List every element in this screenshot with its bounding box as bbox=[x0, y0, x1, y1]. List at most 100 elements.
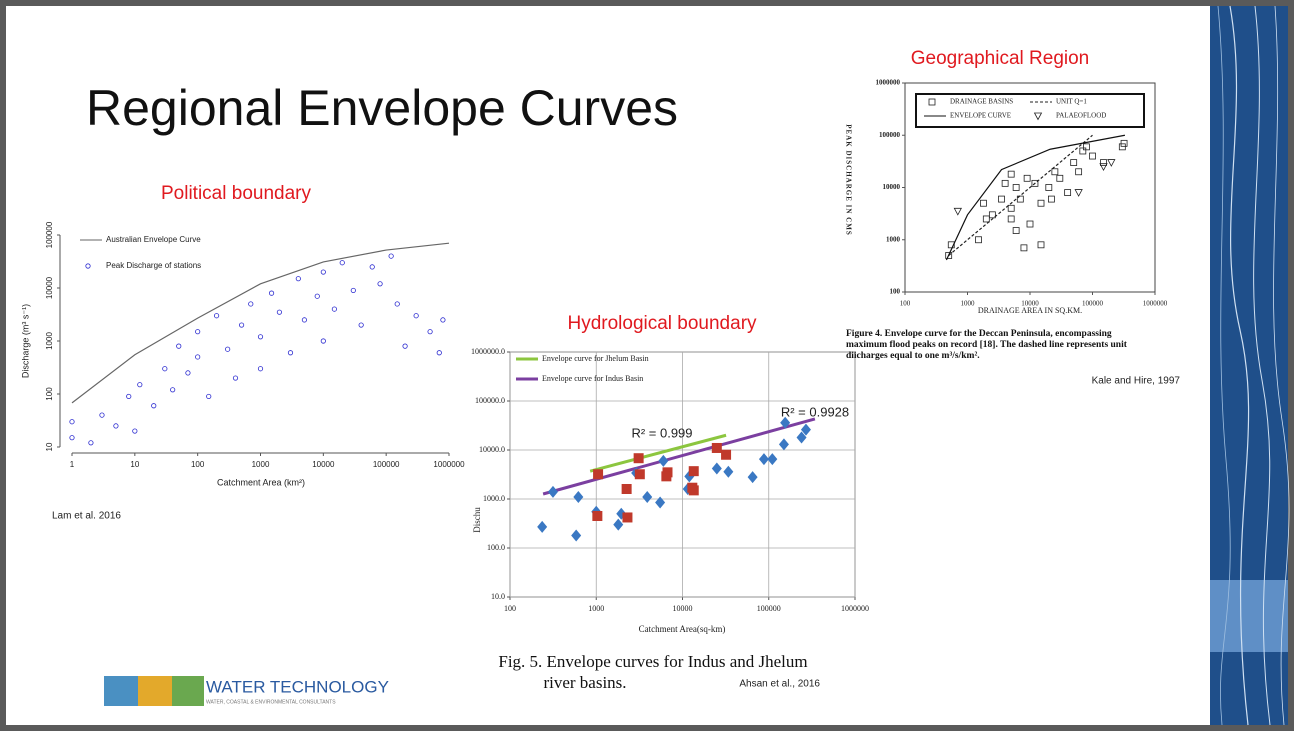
point bbox=[1012, 184, 1020, 191]
slide-title: Regional Envelope Curves bbox=[86, 80, 678, 136]
x-tick-label: 1000 bbox=[961, 300, 976, 308]
point bbox=[427, 329, 433, 335]
x-axis-label: Catchment Area (km²) bbox=[217, 477, 305, 487]
annotation: R² = 0.9928 bbox=[781, 404, 849, 419]
x-tick-label: 100000 bbox=[757, 604, 781, 613]
x-tick-label: 1000000 bbox=[841, 604, 869, 613]
y-tick-label: 10000.0 bbox=[479, 445, 505, 454]
chart: 1 10 100 1000 10000 100000 1000000 10 100 1000 100… bbox=[20, 183, 465, 522]
point bbox=[593, 469, 604, 480]
point bbox=[320, 269, 326, 275]
chart-title: Political boundary bbox=[161, 183, 311, 204]
logo-brand: WATER TECHNOLOGY bbox=[206, 677, 389, 696]
y-tick-label: 10000 bbox=[883, 183, 901, 191]
x-tick-label: 100 bbox=[900, 300, 911, 308]
point bbox=[988, 211, 996, 219]
y-tick-label: 100000 bbox=[879, 131, 901, 139]
point bbox=[1075, 168, 1083, 176]
source: Lam et al. 2016 bbox=[52, 511, 121, 522]
point bbox=[1064, 189, 1072, 196]
point bbox=[1048, 195, 1055, 203]
x-axis-label: Catchment Area(sq-km) bbox=[639, 624, 726, 634]
y-tick-label: 1000.0 bbox=[483, 494, 505, 503]
point bbox=[238, 322, 245, 328]
point bbox=[711, 462, 722, 475]
point bbox=[928, 98, 936, 106]
point bbox=[331, 306, 337, 312]
point bbox=[1026, 220, 1034, 228]
point bbox=[758, 453, 769, 466]
caption: maximum flood peaks on record [18]. The … bbox=[846, 340, 1128, 350]
point bbox=[151, 403, 157, 409]
y-tick-label: 10.0 bbox=[491, 592, 505, 601]
chart: 100 1000 10000 100000 1000000 10.0 100.0 1000.0… bbox=[471, 313, 869, 692]
point bbox=[998, 195, 1005, 203]
point bbox=[982, 215, 990, 223]
point bbox=[980, 199, 987, 207]
legend-label: Envelope curve for Indus Basin bbox=[542, 374, 643, 383]
point bbox=[1037, 199, 1045, 207]
point bbox=[394, 301, 400, 307]
side-panel bbox=[1210, 5, 1290, 726]
point bbox=[320, 338, 326, 344]
point bbox=[137, 382, 143, 388]
point bbox=[88, 440, 94, 446]
point bbox=[195, 329, 201, 335]
point bbox=[1020, 244, 1028, 252]
point bbox=[358, 322, 364, 328]
point bbox=[1107, 159, 1116, 167]
point bbox=[1007, 204, 1015, 212]
envelope-line bbox=[945, 134, 1126, 261]
point bbox=[688, 485, 699, 496]
point bbox=[1007, 170, 1015, 178]
point bbox=[314, 293, 320, 299]
chart-title: Geographical Region bbox=[911, 48, 1090, 69]
point bbox=[723, 465, 734, 478]
x-tick-label: 10000 bbox=[312, 460, 335, 469]
point bbox=[225, 346, 231, 352]
point bbox=[257, 366, 264, 372]
point bbox=[1051, 168, 1059, 176]
source: Ahsan et al., 2016 bbox=[739, 679, 820, 690]
point bbox=[796, 431, 807, 444]
point bbox=[947, 241, 955, 249]
point bbox=[778, 438, 789, 451]
point bbox=[1083, 143, 1090, 151]
chart: 100 1000 10000 100000 1000000 100 1000 10000 100… bbox=[844, 48, 1180, 387]
x-tick-label: 1000000 bbox=[1143, 300, 1168, 308]
point bbox=[537, 520, 548, 533]
point bbox=[658, 454, 669, 467]
source: Kale and Hire, 1997 bbox=[1092, 376, 1181, 387]
point bbox=[1037, 241, 1045, 249]
x-tick-label: 10 bbox=[130, 460, 139, 469]
point bbox=[1031, 179, 1039, 187]
y-tick-label: 100000.0 bbox=[475, 396, 505, 405]
caption: Figure 4. Envelope curve for the Deccan … bbox=[846, 329, 1112, 339]
point bbox=[634, 469, 645, 480]
point bbox=[571, 529, 582, 542]
point bbox=[655, 496, 666, 509]
point bbox=[688, 466, 699, 477]
point bbox=[69, 419, 75, 425]
caption: diicharges equal to one m³/s/km². bbox=[846, 351, 980, 361]
point bbox=[1089, 152, 1096, 160]
caption: river basins. bbox=[543, 673, 626, 692]
point bbox=[747, 471, 758, 484]
y-tick-label: 100 bbox=[45, 387, 54, 401]
legend-label: Australian Envelope Curve bbox=[106, 235, 201, 244]
point bbox=[642, 490, 653, 503]
x-axis-label: DRAINAGE AREA IN SQ.KM. bbox=[978, 306, 1082, 315]
point bbox=[573, 490, 584, 503]
point bbox=[613, 518, 624, 531]
caption: Fig. 5. Envelope curves for Indus and Jh… bbox=[498, 652, 807, 671]
point bbox=[402, 343, 408, 349]
x-tick-label: 1000 bbox=[588, 604, 604, 613]
point bbox=[195, 354, 201, 360]
point bbox=[350, 287, 356, 294]
point bbox=[1007, 215, 1015, 223]
point bbox=[132, 428, 138, 434]
point bbox=[388, 253, 394, 259]
point bbox=[953, 207, 962, 216]
x-tick-label: 1 bbox=[70, 460, 75, 469]
point bbox=[945, 252, 953, 259]
